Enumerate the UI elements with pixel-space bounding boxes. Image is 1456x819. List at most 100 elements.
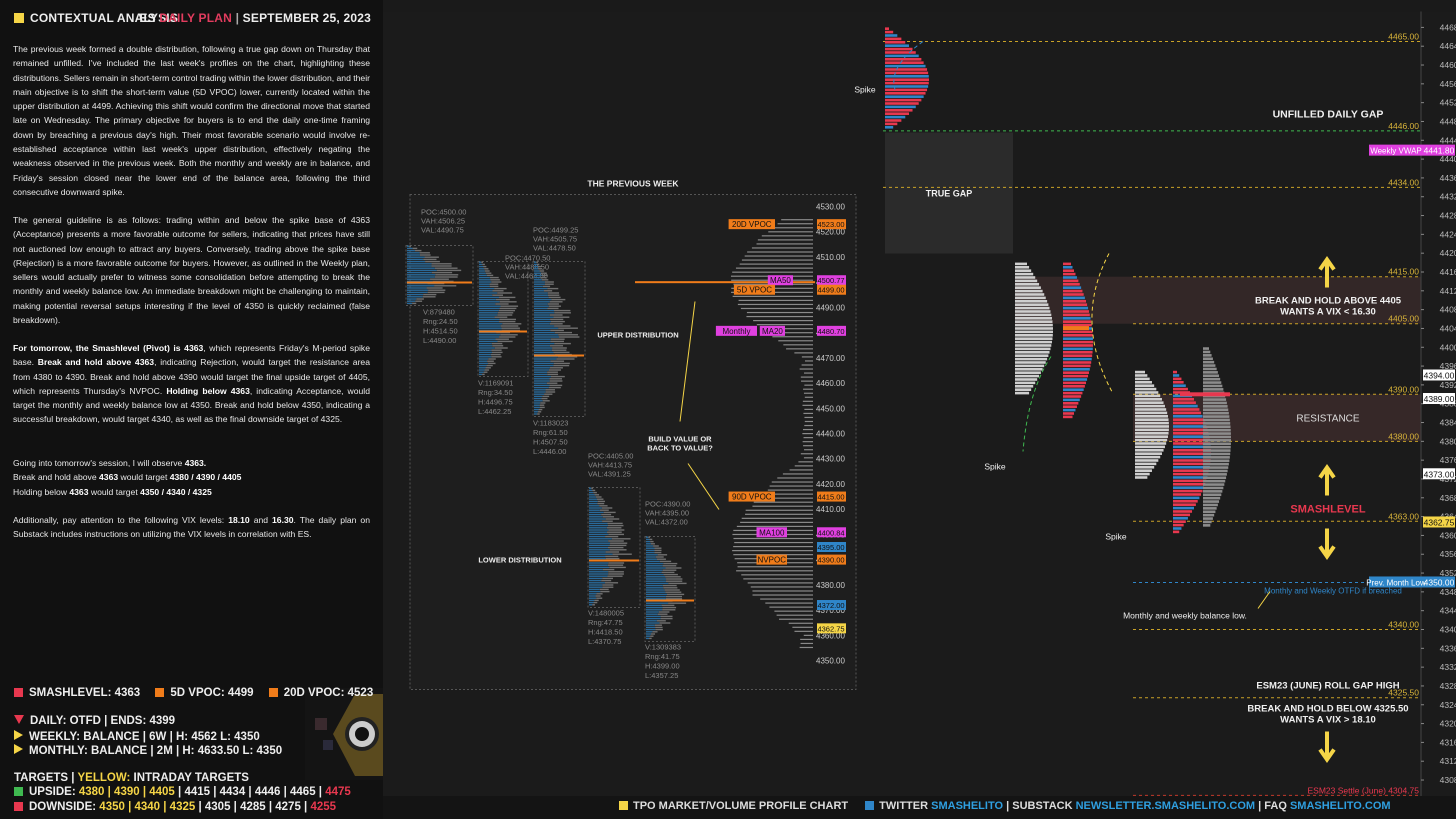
mini-profile-bar	[646, 565, 663, 566]
mini-profile-bar	[501, 325, 519, 326]
mini-profile-bar	[407, 292, 428, 293]
mini-profile-bar	[502, 328, 520, 329]
mini-profile-bar	[407, 285, 434, 286]
mini-profile-bar	[407, 303, 412, 304]
mini-profile-bar	[479, 356, 491, 357]
profile-bar-fri	[1173, 507, 1194, 510]
inset-volume-bar	[802, 356, 813, 357]
inset-annotation: LOWER DISTRIBUTION	[478, 556, 561, 565]
mini-profile-footer: H:4496.75	[478, 398, 513, 407]
y-tick-label: 4368.00	[1440, 493, 1456, 503]
mini-profile-bar	[479, 347, 495, 348]
profile-bar-thu	[1063, 337, 1093, 340]
inset-volume-bar	[734, 542, 813, 543]
inset-volume-bar	[753, 594, 813, 595]
mini-profile-bar	[548, 292, 559, 293]
faq-link[interactable]: SMASHELITO.COM	[1290, 800, 1391, 812]
profile-letters-fri	[1135, 381, 1152, 384]
mini-profile-bar	[646, 605, 662, 606]
mini-profile-bar	[479, 277, 490, 278]
inset-volume-bar	[804, 385, 813, 386]
mini-profile-bar	[538, 268, 541, 269]
volume-profile-fri	[1203, 449, 1231, 452]
y-tick-label: 4392.00	[1440, 380, 1456, 390]
profile-bar-thu	[1063, 388, 1084, 391]
mini-profile-bar	[534, 306, 549, 307]
mini-profile-bar	[592, 490, 595, 491]
mini-profile-bar	[589, 523, 608, 524]
mini-profile-bar	[589, 510, 600, 511]
inset-volume-bar	[803, 389, 813, 390]
mini-profile-bar	[482, 264, 485, 265]
mini-profile-poc	[646, 600, 694, 602]
mini-profile-bar	[534, 341, 550, 342]
mini-profile-bar	[656, 556, 664, 557]
inset-volume-bar	[798, 461, 813, 462]
annotation: WANTS A VIX < 16.30	[1280, 307, 1376, 318]
mini-profile-bar	[479, 369, 485, 370]
mini-profile-bar	[423, 296, 436, 297]
mini-profile-bar	[492, 345, 503, 346]
profile-letters-fri	[1135, 384, 1154, 387]
inset-volume-bar	[743, 578, 813, 579]
mini-profile-footer: V:1309383	[645, 643, 681, 652]
inset-volume-bar	[803, 413, 813, 414]
inset-tag-value: 4500.77	[817, 276, 844, 285]
mini-profile-bar	[646, 614, 658, 615]
mini-profile-bar	[540, 402, 545, 403]
substack-link[interactable]: NEWSLETTER.SMASHELITO.COM	[1076, 800, 1255, 812]
mini-profile-footer: L:4357.25	[645, 671, 678, 680]
mini-profile-bar	[534, 290, 544, 291]
inset-volume-bar	[805, 360, 813, 361]
mini-profile-bar	[646, 561, 660, 562]
mini-profile-bar	[646, 592, 665, 593]
mini-profile-stat: POC:4499.25	[533, 226, 578, 235]
mini-profile-bar	[479, 341, 497, 342]
yellow-square-icon	[14, 13, 24, 23]
mini-profile-bar	[534, 312, 554, 313]
inset-volume-bar	[783, 344, 813, 345]
profile-letters-fri	[1135, 439, 1167, 442]
y-tick-label: 4428.00	[1440, 211, 1456, 221]
mini-profile-bar	[655, 625, 662, 626]
mini-profile-bar	[646, 574, 664, 575]
profile-bar-wed	[885, 44, 909, 47]
mini-profile-bar	[537, 413, 540, 414]
profile-bar-thu	[1063, 382, 1086, 385]
y-tick-label: 4380.00	[1440, 436, 1456, 446]
mini-profile-bar	[661, 618, 673, 619]
mini-profile-bar	[608, 534, 624, 535]
mini-profile-bar	[492, 290, 503, 291]
mini-profile-bar	[646, 563, 663, 564]
mini-profile-bar	[558, 328, 578, 329]
mini-profile-bar	[484, 268, 488, 269]
mini-profile-bar	[646, 539, 649, 540]
twitter-link[interactable]: SMASHELITO	[931, 800, 1003, 812]
mini-profile-bar	[646, 587, 663, 588]
market-profile-chart[interactable]: THE PREVIOUS WEEK 4530.00 4520.00 4510.00 45…	[383, 0, 1456, 819]
annotation: TRUE GAP	[926, 189, 973, 199]
volume-profile-fri	[1203, 493, 1221, 496]
profile-bar-fri	[1173, 520, 1186, 523]
mini-profile-footer: Rng:41.75	[645, 652, 680, 661]
inset-tag-label: 20D VPOC	[732, 220, 772, 229]
volume-profile-fri	[1203, 398, 1226, 401]
profile-bar-thu	[1063, 354, 1092, 357]
mini-profile-bar	[497, 341, 512, 342]
mini-profile-bar	[534, 383, 547, 384]
volume-profile-fri	[1203, 429, 1231, 432]
mini-profile-bar	[555, 332, 572, 333]
mini-profile-bar	[407, 250, 415, 251]
mini-profile-bar	[549, 369, 561, 370]
mini-profile-bar	[589, 593, 596, 594]
mini-profile-bar	[553, 365, 569, 366]
mini-profile-bar	[479, 301, 500, 302]
volume-profile-fri	[1203, 432, 1231, 435]
header-es: ES	[139, 11, 155, 25]
mini-profile-bar	[558, 334, 578, 335]
mini-profile-bar	[534, 385, 549, 386]
mini-profile-bar	[646, 638, 649, 639]
inset-tag-label: MA20	[762, 327, 783, 336]
legend-smashlevel: SMASHLEVEL: 4363	[29, 687, 140, 699]
inset-tick-label: 4440.00	[816, 430, 845, 439]
